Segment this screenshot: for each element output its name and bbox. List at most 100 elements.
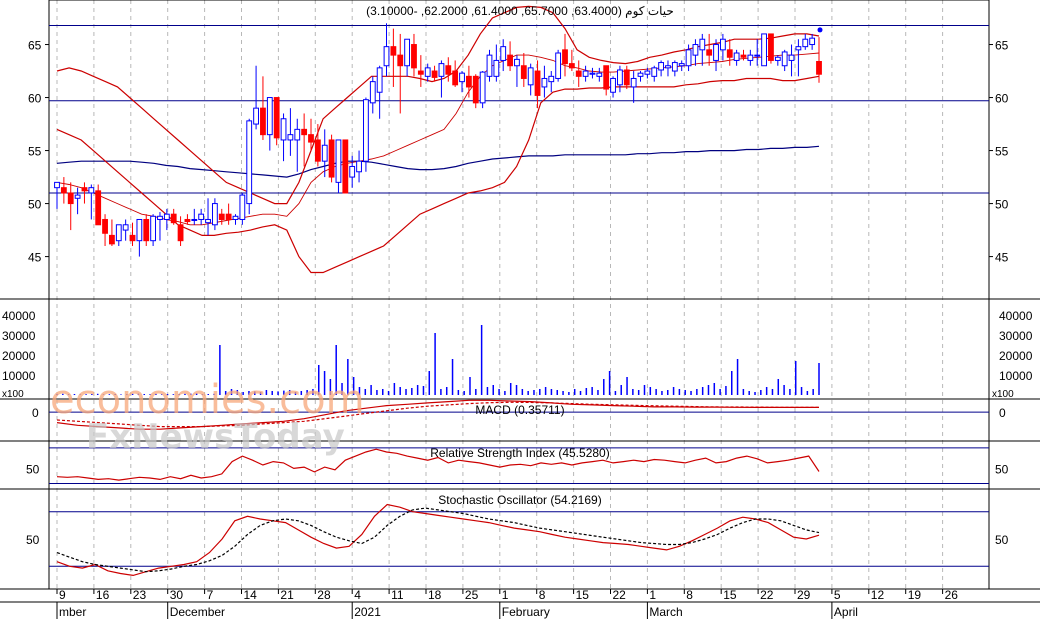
candle-body: [102, 218, 108, 234]
price-panel: [49, 5, 989, 274]
x-tick-label: 15: [723, 588, 737, 602]
x-tick-label: 14: [244, 588, 258, 602]
candle-body: [383, 46, 390, 67]
middle-band-line: [56, 52, 820, 226]
candle-body: [129, 234, 136, 242]
price-axis: 45 45 50 50 55 55 60 60 65 65: [28, 39, 1009, 265]
candle-body: [163, 213, 170, 220]
price-tick-right: 60: [995, 92, 1009, 106]
candle-body: [596, 72, 603, 77]
candle-body: [465, 75, 472, 88]
candle-body: [651, 67, 658, 77]
candle-body: [802, 38, 809, 48]
x-tick-label: 29: [797, 588, 811, 602]
price-tick-left: 60: [28, 92, 42, 106]
rsi-tick-right: 50: [995, 462, 1009, 476]
candle-body: [514, 58, 520, 67]
month-label: April: [834, 605, 858, 619]
rsi-line: [56, 448, 820, 481]
candle-body: [472, 75, 479, 104]
volume-scale-label-right: x100: [992, 389, 1014, 400]
candle-body: [191, 218, 198, 221]
price-tick-left: 50: [28, 198, 42, 212]
watermark-fxnewstoday: FxNewsToday: [86, 417, 345, 457]
stochastic-label: Stochastic Oscillator (54.2169): [438, 493, 601, 507]
candle-body: [603, 65, 610, 90]
candle-body: [253, 107, 259, 125]
x-tick-label: 22: [613, 588, 627, 602]
macd-tick-right: 0: [999, 406, 1006, 420]
candle-body: [754, 54, 761, 57]
volume-tick-right: 10000: [999, 369, 1033, 383]
candle-body: [733, 52, 740, 61]
panel-frames: [0, 0, 1040, 603]
volume-tick-right: 20000: [999, 349, 1033, 363]
candle-body: [294, 128, 301, 141]
candle-body: [671, 62, 678, 72]
candle-body: [356, 160, 362, 173]
month-label: mber: [59, 605, 86, 619]
macd-label: MACD (0.35711): [475, 403, 564, 417]
candle-body: [67, 192, 74, 205]
candle-body: [493, 59, 500, 77]
price-tick-right: 55: [995, 145, 1009, 159]
x-tick-label: 12: [871, 588, 885, 602]
stochastic-d-line: [56, 507, 820, 573]
candle-body: [363, 99, 369, 162]
volume-tick-right: 30000: [999, 329, 1033, 343]
candle-body: [719, 38, 726, 51]
month-label: March: [649, 605, 682, 619]
candle-body: [205, 218, 211, 224]
macd-tick-left: 0: [32, 406, 39, 420]
candle-body: [109, 234, 115, 245]
volume-tick-left: 20000: [2, 349, 36, 363]
x-tick-label: 16: [96, 588, 110, 602]
x-tick-label: 1: [649, 588, 656, 602]
month-label: December: [170, 605, 225, 619]
candle-body: [239, 194, 246, 220]
candle-body: [177, 224, 184, 242]
x-tick-label: 21: [280, 588, 294, 602]
price-tick-left: 45: [28, 251, 42, 265]
month-label: February: [502, 605, 550, 619]
candle-body: [486, 54, 493, 77]
candle-body: [768, 33, 774, 61]
candle-body: [630, 77, 637, 88]
candle-body: [623, 69, 630, 86]
candle-body: [582, 70, 589, 77]
candle-body: [678, 63, 685, 67]
candle-body: [184, 218, 191, 223]
rsi-axis: 50 50: [26, 462, 1009, 476]
x-tick-label: 23: [133, 588, 147, 602]
candle-body: [95, 190, 102, 226]
candle-body: [747, 54, 754, 61]
stochastic-k-line: [56, 503, 820, 577]
volume-panel: [56, 325, 820, 395]
candle-body: [273, 97, 280, 139]
price-tick-right: 65: [995, 39, 1009, 53]
candle-body: [376, 67, 383, 93]
stochastic-tick-left: 50: [26, 533, 40, 547]
candle-body: [157, 215, 163, 220]
volume-tick-left: 30000: [2, 329, 36, 343]
candle-body: [349, 165, 356, 178]
x-tick-label: 8: [686, 588, 693, 602]
macd-panel: [49, 399, 989, 430]
macd-signal-line: [56, 401, 819, 428]
candle-body: [500, 46, 507, 61]
candle-body: [610, 77, 616, 93]
candle-body: [170, 213, 177, 224]
candle-body: [211, 203, 218, 226]
candle-body: [321, 144, 328, 162]
candle-body: [541, 77, 548, 88]
candle-body: [342, 139, 349, 194]
candle-body: [287, 134, 294, 141]
candle-body: [136, 218, 143, 242]
candle-body: [122, 224, 129, 231]
date-axis: 9 16 23 30 7 14 21 28 4 11 18 25 1 8 15 22 1 8 15 22 29 5 12 19…: [56, 588, 958, 619]
chart-title: حیات کوم (63.4000, 65.7000, 61.4000, 62.…: [366, 4, 674, 18]
candle-body: [781, 51, 788, 67]
volume-tick-left: 10000: [2, 369, 36, 383]
vertical-gridlines: [56, 0, 944, 589]
candle-body: [479, 71, 486, 104]
